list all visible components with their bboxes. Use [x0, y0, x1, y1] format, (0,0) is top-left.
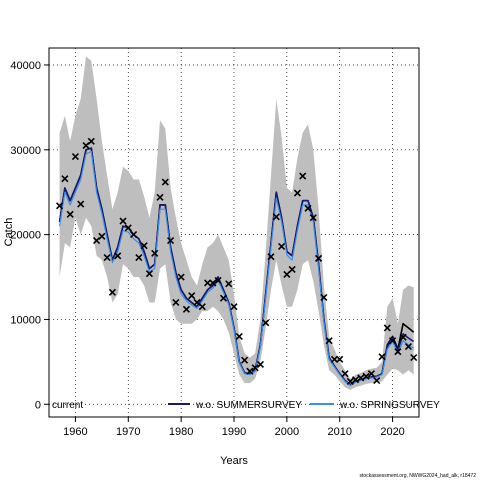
y-tick-label-30000: 30000	[10, 145, 41, 157]
observed-point-2022	[399, 333, 407, 341]
x-tick-label-1980: 1980	[169, 426, 193, 438]
x-tick-label-2020: 2020	[380, 426, 404, 438]
observed-point-2008	[325, 337, 333, 345]
observed-point-1987	[214, 276, 222, 284]
x-axis-title: Years	[220, 455, 248, 467]
observed-point-2019	[383, 324, 391, 332]
observed-point-1993	[246, 367, 254, 375]
observed-point-1978	[167, 236, 175, 245]
x-tick-label-1990: 1990	[222, 426, 246, 438]
legend-label-1: w.o. SUMMERSURVEY	[195, 400, 302, 411]
series-line-2	[59, 150, 415, 387]
observed-point-1984	[198, 303, 206, 311]
observed-point-2000	[283, 270, 291, 279]
observed-point-1981	[182, 305, 190, 313]
observed-point-2003	[299, 172, 307, 180]
observed-point-2004	[304, 204, 312, 212]
observed-point-2005	[309, 214, 317, 222]
observed-point-1959	[66, 210, 74, 218]
y-tick-label-40000: 40000	[10, 60, 41, 72]
observed-point-1963	[87, 137, 95, 145]
observed-point-1958	[61, 175, 69, 183]
observed-point-2001	[288, 265, 296, 273]
observed-point-1986	[209, 279, 217, 287]
observed-point-1977	[161, 178, 169, 186]
observed-point-2018	[378, 353, 386, 361]
observed-point-2007	[320, 293, 328, 301]
footer-credit: stockassessment.org, NWWG2024_had_alk, r…	[360, 473, 477, 479]
observed-point-1970	[124, 224, 132, 232]
observed-point-2021	[394, 348, 402, 356]
x-tick-label-1960: 1960	[63, 426, 87, 438]
x-tick-label-2000: 2000	[275, 426, 299, 438]
observed-point-1989	[225, 280, 233, 288]
observed-point-1968	[114, 252, 122, 260]
observed-point-2016	[367, 370, 375, 378]
observed-point-1999	[278, 242, 286, 251]
observed-point-1996	[262, 319, 270, 327]
observed-point-1967	[108, 288, 116, 296]
observed-point-2024	[410, 354, 418, 362]
observed-point-1980	[177, 273, 185, 281]
observed-point-1975	[151, 249, 159, 257]
observed-point-1985	[204, 279, 212, 287]
observed-point-1990	[230, 303, 238, 311]
observed-point-2014	[357, 374, 365, 382]
y-tick-label-10000: 10000	[10, 314, 41, 326]
y-tick-label-0: 0	[35, 399, 41, 411]
observed-point-2013	[352, 376, 360, 384]
observed-point-1960	[71, 153, 79, 161]
x-tick-label-2010: 2010	[327, 426, 351, 438]
legend-label-2: w.o. SPRINGSURVEY	[339, 400, 440, 411]
observed-point-1997	[267, 253, 275, 261]
confidence-band	[59, 56, 414, 390]
observed-point-1969	[119, 217, 127, 225]
y-axis-title: Catch	[3, 218, 15, 247]
observed-point-1957	[56, 202, 64, 210]
confidence-band-layer	[59, 56, 414, 390]
legend-label-0: current	[52, 400, 83, 411]
observed-point-1995	[256, 360, 264, 368]
observed-point-1976	[156, 193, 164, 201]
observed-point-2010	[336, 355, 344, 363]
observed-point-2006	[315, 254, 323, 262]
observed-point-2009	[330, 355, 338, 363]
observed-point-1965	[98, 232, 106, 240]
observed-point-1971	[130, 231, 138, 239]
observed-point-1991	[235, 332, 243, 340]
observed-point-1972	[135, 253, 143, 262]
observed-point-1992	[241, 356, 249, 364]
x-tick-label-1970: 1970	[116, 426, 140, 438]
observed-point-2015	[362, 372, 370, 380]
observed-point-1966	[103, 253, 111, 262]
observed-point-2017	[373, 376, 381, 385]
observed-point-1994	[251, 364, 259, 372]
observed-point-1982	[188, 292, 196, 300]
observed-point-1974	[145, 270, 153, 278]
observed-point-1973	[140, 242, 148, 250]
axes-layer: 1960 1970 1980 1990 2000 2010 2020 0 10000 20000 3…	[10, 60, 404, 438]
legend: current w.o. SUMMERSURVEY w.o. SPRINGSURVE…	[52, 400, 440, 411]
y-tick-label-20000: 20000	[10, 230, 41, 242]
observed-point-2011	[341, 370, 349, 378]
observed-points-layer	[56, 137, 418, 385]
observed-point-2020	[389, 337, 397, 345]
observed-point-2023	[404, 343, 412, 351]
observed-point-1998	[272, 213, 280, 221]
observed-point-1988	[219, 294, 227, 302]
observed-point-2002	[293, 189, 301, 197]
series-lines-layer	[58, 147, 415, 387]
observed-point-1979	[172, 298, 180, 307]
observed-point-1961	[77, 200, 85, 208]
observed-point-2012	[346, 377, 354, 385]
